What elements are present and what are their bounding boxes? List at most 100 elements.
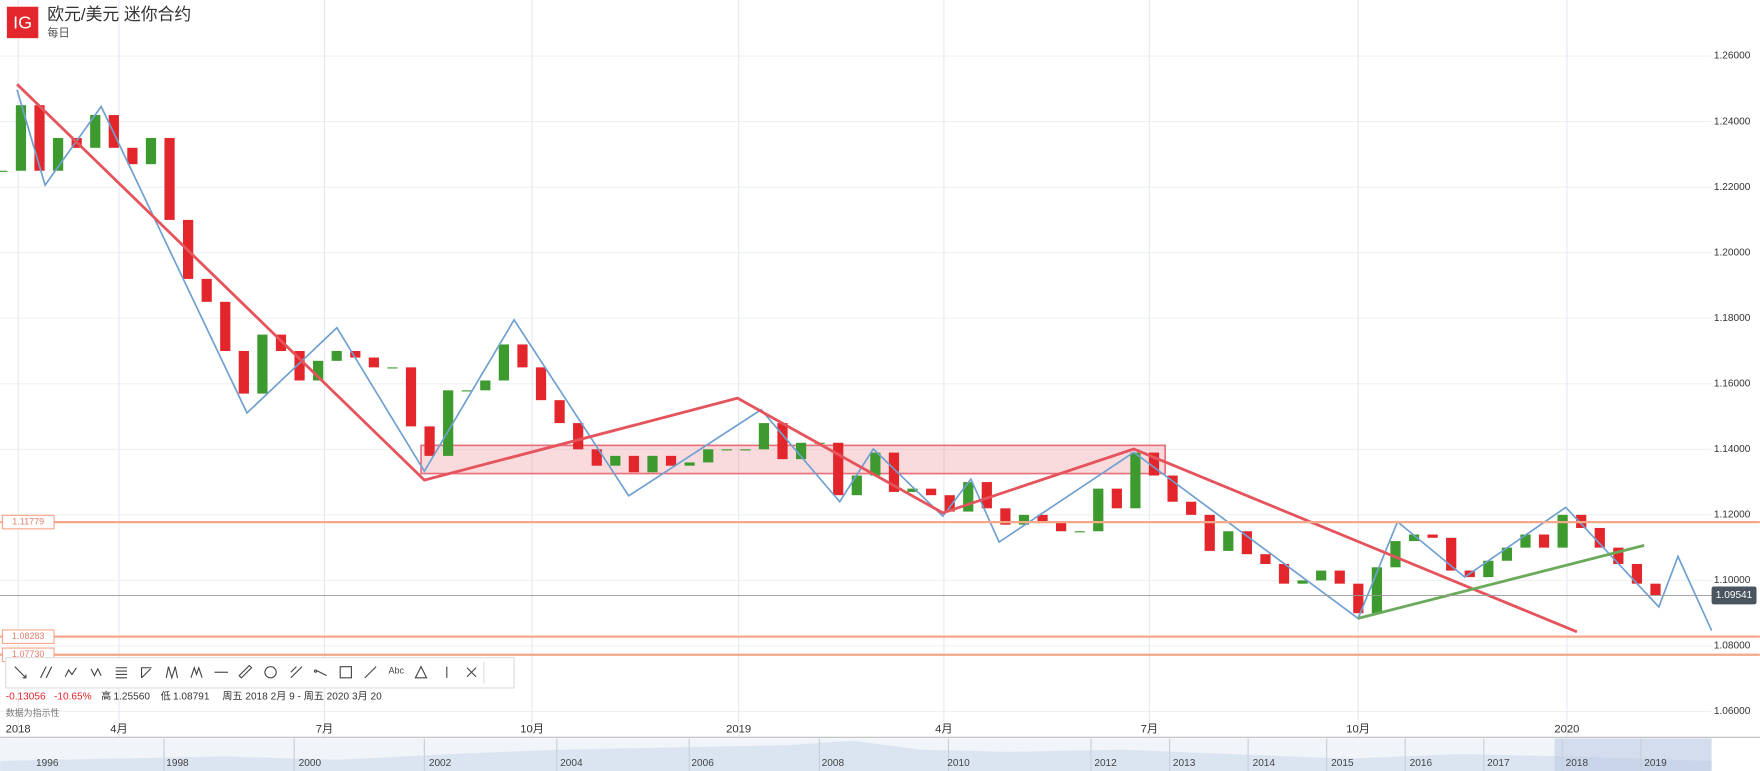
candle	[1408, 534, 1420, 542]
trend-line	[16, 83, 1578, 634]
tool-icon[interactable]	[64, 667, 77, 677]
x-tick-label: 10月	[1346, 723, 1370, 735]
level-label: 1.08283	[12, 631, 44, 641]
candle	[0, 170, 8, 172]
text-tool[interactable]: Abc	[389, 665, 405, 675]
navigator-year: 1998	[166, 758, 189, 769]
tool-icon[interactable]	[90, 667, 102, 677]
navigator-year: 2018	[1566, 758, 1589, 769]
candle	[591, 449, 602, 466]
navigator-window[interactable]	[1554, 738, 1712, 771]
navigator-year: 2000	[299, 758, 322, 769]
candle	[703, 449, 714, 463]
candle	[238, 350, 249, 394]
tool-icon[interactable]	[414, 665, 428, 679]
candle	[888, 452, 900, 492]
tool-icon[interactable]	[364, 666, 377, 679]
candle	[740, 449, 751, 451]
candle	[1241, 531, 1252, 555]
tool-icon[interactable]	[140, 667, 152, 679]
navigator-year: 2016	[1410, 758, 1433, 769]
tool-icon[interactable]	[14, 666, 27, 679]
tool-icon[interactable]	[339, 666, 352, 679]
candle	[275, 334, 287, 351]
level-label: 1.07730	[12, 649, 44, 659]
tool-icon[interactable]	[40, 666, 53, 679]
candle	[145, 137, 157, 165]
tool-icon[interactable]	[115, 667, 127, 679]
candle	[1631, 564, 1643, 584]
candle	[127, 147, 138, 165]
candle	[1650, 583, 1661, 596]
x-tick-label: 7月	[316, 723, 333, 735]
candle	[1278, 564, 1290, 584]
y-tick-label: 1.12000	[1714, 510, 1751, 521]
tool-icon[interactable]	[165, 666, 179, 680]
y-tick-label: 1.18000	[1714, 313, 1751, 324]
candle	[90, 115, 101, 148]
x-tick-label: 4月	[935, 723, 952, 735]
interval: 每日	[47, 26, 69, 40]
tool-icon[interactable]	[466, 667, 477, 678]
candle	[1260, 554, 1271, 565]
tool-icon[interactable]	[264, 666, 277, 679]
candle	[795, 442, 807, 460]
toolbar	[5, 657, 515, 689]
candle	[517, 344, 528, 368]
candle	[1520, 534, 1531, 548]
candle	[1501, 547, 1513, 561]
plot-layer: 1.11779 1.08283 1.07730	[0, 83, 1760, 663]
candle	[907, 488, 918, 492]
date-range: 周五 2018 2月 9 - 周五 2020 3月 20	[222, 691, 382, 703]
candle	[981, 482, 992, 509]
last-price-box	[1711, 586, 1757, 605]
x-tick-label: 2019	[726, 723, 751, 735]
support-line	[1357, 543, 1645, 620]
candle	[1074, 531, 1085, 533]
candle	[1056, 521, 1067, 532]
candle	[758, 423, 770, 450]
candle	[628, 455, 640, 473]
tool-icon[interactable]	[190, 665, 203, 679]
price-zone	[420, 444, 1166, 475]
navigator-year: 2013	[1173, 758, 1196, 769]
candle	[1037, 514, 1048, 522]
candle	[52, 137, 64, 171]
candle	[610, 455, 621, 466]
navigator-year: 2002	[429, 758, 452, 769]
navigator-year: 2006	[691, 758, 714, 769]
x-tick-label: 2020	[1554, 723, 1579, 735]
candle	[1167, 475, 1178, 502]
tool-icon[interactable]	[313, 669, 327, 677]
candle	[1594, 527, 1605, 548]
navigator-year: 2015	[1331, 758, 1354, 769]
candle	[1204, 514, 1215, 551]
candle	[424, 426, 435, 456]
y-tick-label: 1.20000	[1714, 247, 1751, 258]
candle	[1297, 580, 1308, 584]
candle	[220, 301, 231, 351]
change: -0.13056	[6, 692, 46, 703]
candle	[1000, 508, 1011, 525]
navigator-year: 2017	[1487, 758, 1510, 769]
candle	[684, 462, 695, 466]
title: 欧元/美元 迷你合约	[47, 5, 191, 24]
y-tick-label: 1.16000	[1714, 378, 1751, 389]
candle	[647, 455, 658, 473]
tool-icon[interactable]	[238, 664, 253, 679]
candle	[1316, 570, 1327, 581]
level-label-box	[1, 514, 55, 530]
ui-layer: IG 欧元/美元 迷你合约 每日 Abc -0.13056 -10.65% 高 …	[0, 5, 1760, 771]
navigator-area	[0, 740, 1712, 771]
candle	[665, 455, 677, 466]
candle	[34, 105, 45, 171]
navigator-year: 2008	[822, 758, 845, 769]
tool-icon[interactable]	[290, 666, 303, 679]
candle	[573, 423, 584, 450]
candle	[944, 495, 955, 512]
x-tick-label: 2018	[6, 723, 31, 735]
y-tick-label: 1.22000	[1714, 182, 1751, 193]
level-label: 1.11779	[12, 516, 44, 526]
candle	[1111, 488, 1122, 509]
